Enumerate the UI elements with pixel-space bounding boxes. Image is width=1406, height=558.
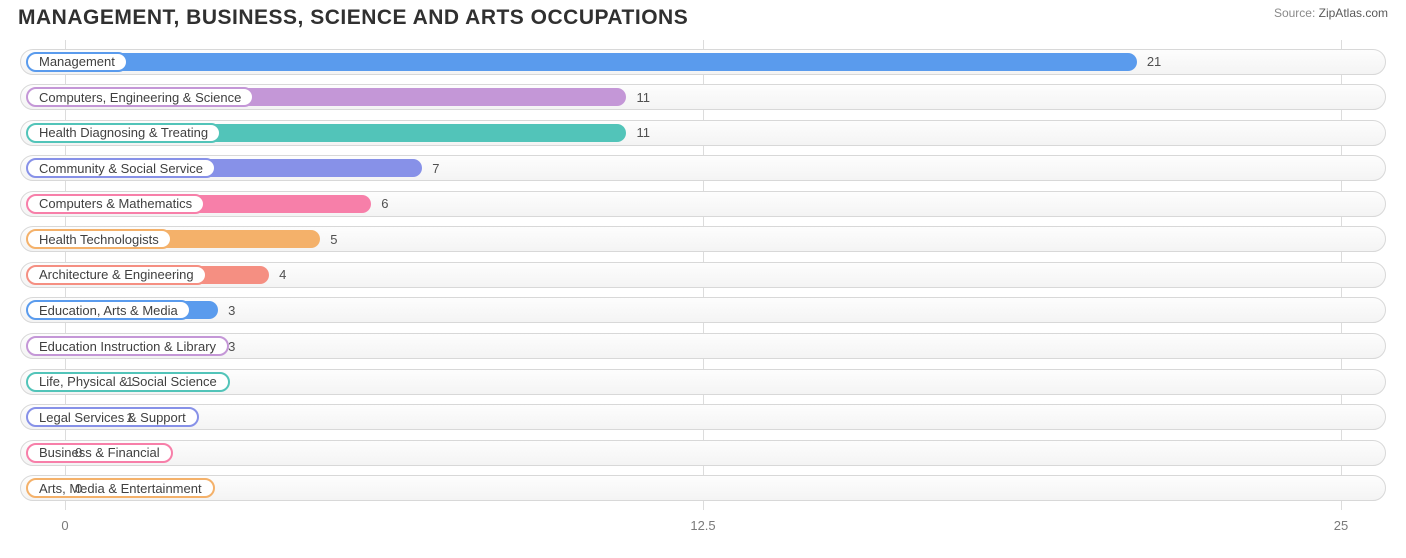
bar-track [20,475,1386,501]
bar-value-label: 11 [626,82,650,112]
bar-row: Architecture & Engineering 4 [14,260,1392,290]
bar-category-pill: Arts, Media & Entertainment [26,478,215,498]
bar-row: Legal Services & Support1 [14,402,1392,432]
bar-track [20,404,1386,430]
x-tick-label: 12.5 [690,518,715,533]
bar-track [20,440,1386,466]
bar-category-pill: Health Technologists [26,229,172,249]
plot-area: Management 21 Computers, Engineering & Sci… [14,40,1392,510]
bar-value-label: 1 [116,367,133,397]
x-tick-label: 25 [1334,518,1348,533]
bar [65,53,1137,71]
bar-category-pill: Community & Social Service [26,158,216,178]
bar-row: Arts, Media & Entertainment0 [14,473,1392,503]
bar-value-label: 11 [626,118,650,148]
bar-category-pill: Business & Financial [26,443,173,463]
bar-value-label: 7 [422,153,439,183]
bar-value-label: 3 [218,331,235,361]
bar-value-label: 0 [65,438,82,468]
x-tick-label: 0 [61,518,68,533]
bar-category-pill: Architecture & Engineering [26,265,207,285]
x-axis: 0 12.5 25 [14,516,1392,540]
bar-row: Education Instruction & Library3 [14,331,1392,361]
bar-category-pill: Education, Arts & Media [26,300,191,320]
source-value: ZipAtlas.com [1319,6,1388,20]
bar-row: Health Technologists 5 [14,224,1392,254]
bar-category-pill: Computers, Engineering & Science [26,87,254,107]
bar-value-label: 5 [320,224,337,254]
bar-category-pill: Education Instruction & Library [26,336,229,356]
bar-row: Life, Physical & Social Science1 [14,367,1392,397]
bar-row: Computers & Mathematics 6 [14,189,1392,219]
bar-row: Computers, Engineering & Science 11 [14,82,1392,112]
chart-source: Source: ZipAtlas.com [1274,6,1388,20]
bar-rows: Management 21 Computers, Engineering & Sci… [14,40,1392,510]
chart-area: Management 21 Computers, Engineering & Sci… [14,40,1392,540]
bar-value-label: 3 [218,295,235,325]
bar-value-label: 6 [371,189,388,219]
bar-row: Management 21 [14,47,1392,77]
bar-row: Business & Financial0 [14,438,1392,468]
bar-category-pill: Computers & Mathematics [26,194,205,214]
bar-category-pill: Legal Services & Support [26,407,199,427]
bar-value-label: 1 [116,402,133,432]
chart-title: MANAGEMENT, BUSINESS, SCIENCE AND ARTS O… [18,6,688,30]
source-label: Source: [1274,6,1315,20]
bar-row: Community & Social Service 7 [14,153,1392,183]
bar-row: Health Diagnosing & Treating 11 [14,118,1392,148]
bar-category-pill: Management [26,52,128,72]
bar-value-label: 4 [269,260,286,290]
bar-row: Education, Arts & Media 3 [14,295,1392,325]
bar-value-label: 21 [1137,47,1161,77]
chart-header: MANAGEMENT, BUSINESS, SCIENCE AND ARTS O… [0,0,1406,30]
bar-value-label: 0 [65,473,82,503]
bar-category-pill: Health Diagnosing & Treating [26,123,221,143]
